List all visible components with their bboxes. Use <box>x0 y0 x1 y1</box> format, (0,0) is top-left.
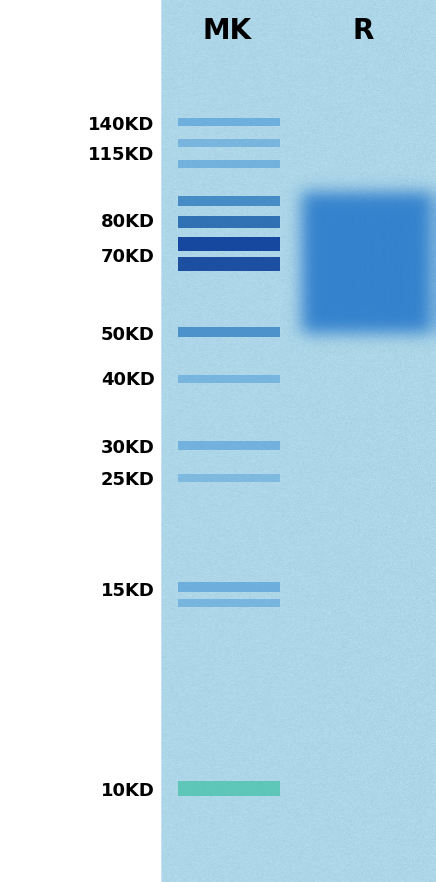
Bar <box>177 441 280 450</box>
Bar <box>177 599 280 608</box>
Bar <box>177 258 280 271</box>
Bar <box>177 215 280 228</box>
Bar <box>177 375 280 384</box>
Text: 50KD: 50KD <box>101 326 155 344</box>
Text: 10KD: 10KD <box>101 782 155 800</box>
Text: 70KD: 70KD <box>101 249 155 266</box>
Bar <box>177 139 280 146</box>
Text: 140KD: 140KD <box>89 116 155 134</box>
Bar <box>177 781 280 796</box>
Text: 25KD: 25KD <box>101 472 155 490</box>
Text: 30KD: 30KD <box>101 439 155 457</box>
Bar <box>177 326 280 338</box>
Bar <box>177 475 280 482</box>
Text: 15KD: 15KD <box>101 582 155 600</box>
Bar <box>177 118 280 126</box>
Text: R: R <box>352 17 373 45</box>
Text: 115KD: 115KD <box>89 146 155 165</box>
Text: 40KD: 40KD <box>101 371 155 389</box>
Bar <box>177 160 280 168</box>
Bar <box>177 196 280 206</box>
Bar <box>177 582 280 593</box>
Text: 80KD: 80KD <box>101 213 155 231</box>
Text: MK: MK <box>203 17 252 45</box>
Bar <box>177 237 280 251</box>
